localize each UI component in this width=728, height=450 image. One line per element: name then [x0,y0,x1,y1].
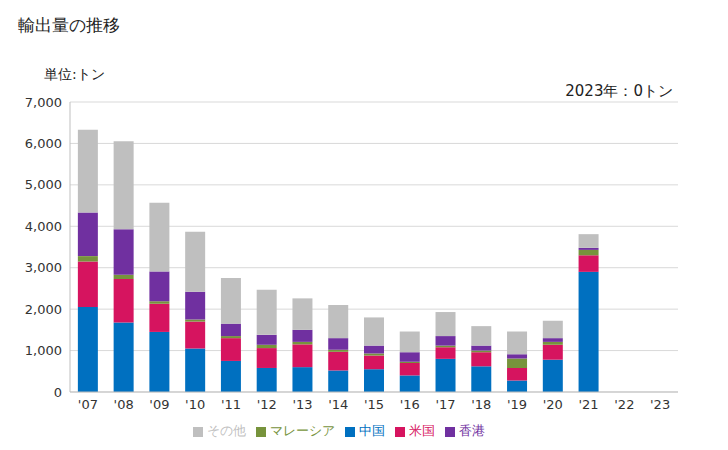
svg-text:1,000: 1,000 [25,343,62,358]
html-text:輸出量の推移: 輸出量の推移 [18,15,120,35]
svg-text:'16: '16 [400,397,420,412]
svg-text:0: 0 [54,385,62,400]
html-text:単位:トン: 単位:トン [44,66,105,82]
svg-text:'13: '13 [292,397,312,412]
svg-text:'14: '14 [328,397,348,412]
svg-text:'17: '17 [435,397,455,412]
svg-text:5,000: 5,000 [25,177,62,192]
svg-text:6,000: 6,000 [25,136,62,151]
svg-text:'11: '11 [221,397,241,412]
svg-text:'23: '23 [650,397,670,412]
svg-text:'12: '12 [257,397,277,412]
svg-text:3,000: 3,000 [25,260,62,275]
svg-text:'07: '07 [78,397,98,412]
svg-text:2,000: 2,000 [25,302,62,317]
html-text:2023年：0トン: 2023年：0トン [565,82,673,100]
svg-text:'15: '15 [364,397,384,412]
svg-text:'10: '10 [185,397,205,412]
svg-text:'09: '09 [149,397,169,412]
html-text:マレーシア: マレーシア [270,423,335,438]
svg-text:'19: '19 [507,397,527,412]
svg-text:'18: '18 [471,397,491,412]
html-text:米国: 米国 [409,423,435,438]
html-text:中国: 中国 [359,423,385,438]
svg-text:'08: '08 [114,397,134,412]
svg-text:7,000: 7,000 [25,95,62,110]
svg-text:'20: '20 [543,397,563,412]
svg-text:'21: '21 [579,397,599,412]
svg-text:'22: '22 [614,397,634,412]
svg-text:4,000: 4,000 [25,219,62,234]
html-text:その他: その他 [207,423,246,438]
html-text:香港: 香港 [459,423,485,438]
